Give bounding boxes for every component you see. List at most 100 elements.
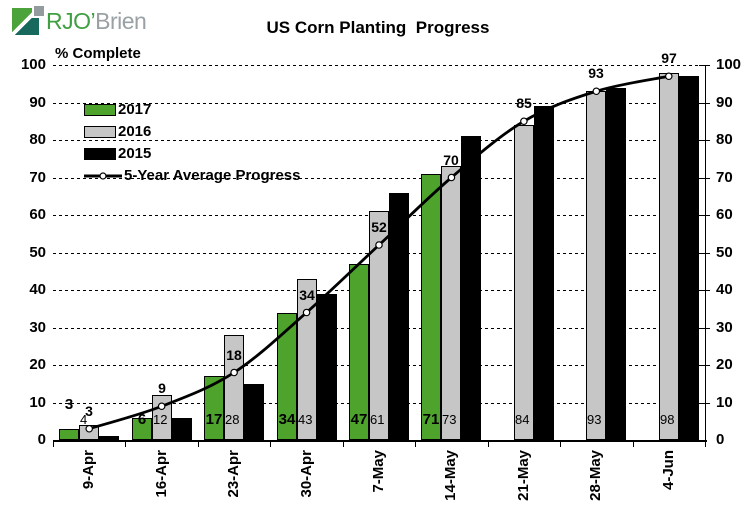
- legend-swatch-2016: [84, 126, 116, 138]
- bar-label-2016-28-May: 93: [587, 412, 602, 427]
- bar-2015-28-May: [606, 87, 626, 440]
- legend-label-2016: 2016: [118, 123, 152, 140]
- bar-label-2016-9-Apr: 4: [80, 412, 88, 427]
- y-axis-label-right-50: 50: [716, 243, 733, 261]
- avg-label-23-Apr: 18: [226, 347, 242, 363]
- y-axis-label-left-20: 20: [29, 356, 46, 373]
- right-axis-tick-40: [699, 290, 710, 291]
- bar-label-2017-23-Apr: 17: [205, 411, 223, 428]
- bar-label-2016-23-Apr: 28: [225, 412, 240, 427]
- y-axis-label-left-100: 100: [20, 56, 46, 73]
- x-axis-tick-0: [53, 440, 54, 447]
- legend-line-marker-icon: [84, 172, 122, 180]
- right-axis-tick-30: [699, 327, 710, 329]
- x-axis-label-30-Apr: 30-Apr: [297, 450, 315, 498]
- legend-item-2016: 2016: [84, 121, 301, 143]
- x-axis-label-7-May: 7-May: [370, 450, 387, 493]
- legend-item-5-Year Average Progress: 5-Year Average Progress: [84, 165, 301, 187]
- y-axis-label-left-50: 50: [29, 243, 46, 261]
- right-axis-tick-100: [699, 65, 710, 66]
- x-axis-line: [53, 440, 707, 442]
- bar-label-2017-9-Apr: 3: [64, 395, 74, 413]
- avg-line-marker-21-May: [520, 117, 528, 126]
- logo-text: RJO’Brien: [46, 8, 147, 35]
- bar-label-2016-7-May: 61: [370, 412, 385, 427]
- right-axis-tick-10: [699, 402, 710, 404]
- y-axis-label-left-30: 30: [29, 318, 46, 336]
- bar-2015-16-Apr: [172, 417, 192, 440]
- y-axis-label-left-60: 60: [29, 206, 46, 223]
- x-axis-tick-end: [705, 440, 706, 447]
- gridline-70: [53, 177, 705, 179]
- y-axis-label-left-80: 80: [29, 131, 46, 148]
- bar-2016-30-Apr: [297, 278, 317, 440]
- avg-line-marker-16-Apr: [157, 402, 166, 411]
- y-axis-label-left-10: 10: [29, 393, 46, 411]
- logo-text-brien: Brien: [95, 8, 147, 34]
- right-axis-tick-90: [699, 102, 710, 104]
- bar-2015-23-Apr: [244, 383, 264, 440]
- bar-2017-16-Apr: [132, 417, 152, 440]
- right-axis-tick-60: [699, 215, 710, 216]
- y-axis-label-right-100: 100: [716, 56, 742, 73]
- avg-label-21-May: 85: [516, 95, 532, 111]
- right-y-axis-line: [705, 65, 706, 442]
- bar-2016-7-May: [369, 211, 389, 440]
- x-axis-tick-2: [198, 440, 199, 447]
- right-axis-tick-20: [699, 365, 710, 366]
- logo-text-rjo: RJO’: [46, 8, 96, 34]
- bar-2015-9-Apr: [99, 436, 119, 440]
- avg-line-marker-30-Apr: [302, 308, 311, 317]
- y-axis-label-right-20: 20: [716, 356, 733, 373]
- y-axis-label-right-30: 30: [716, 318, 733, 336]
- x-axis-label-21-May: 21-May: [514, 450, 532, 501]
- bar-label-2017-7-May: 47: [350, 411, 368, 428]
- x-axis-label-9-Apr: 9-Apr: [80, 450, 98, 490]
- avg-label-14-May: 70: [443, 152, 459, 168]
- logo-gray-square: [32, 6, 44, 18]
- avg-label-9-Apr: 3: [85, 403, 93, 419]
- x-axis-label-23-Apr: 23-Apr: [225, 450, 243, 498]
- y-axis-label-right-80: 80: [716, 131, 733, 148]
- y-axis-label-right-0: 0: [716, 431, 725, 448]
- bar-2015-21-May: [534, 106, 554, 440]
- x-axis-tick-7: [560, 440, 561, 447]
- x-axis-tick-5: [415, 440, 416, 447]
- y-axis-label-left-70: 70: [29, 168, 46, 186]
- avg-line-layer: [85, 72, 673, 433]
- avg-label-28-May: 93: [588, 65, 604, 81]
- right-axis-tick-50: [699, 252, 710, 254]
- legend-label-2015: 2015: [118, 145, 152, 162]
- bar-2016-14-May: [441, 166, 461, 440]
- avg-line-marker-28-May: [592, 87, 601, 96]
- x-axis-label-16-Apr: 16-Apr: [152, 450, 170, 498]
- gridline-100: [53, 65, 705, 66]
- legend-item-2015: 2015: [84, 143, 301, 165]
- bar-2015-4-Jun: [679, 76, 699, 440]
- avg-line-marker-4-Jun: [664, 72, 673, 81]
- bar-2017-30-Apr: [277, 312, 297, 440]
- y-axis-label-right-60: 60: [716, 206, 733, 223]
- bar-2015-7-May: [389, 192, 409, 440]
- legend: 2017 2016 2015 5-Year Average Progress: [84, 99, 301, 187]
- avg-line-marker-9-Apr: [85, 424, 94, 433]
- x-axis-tick-3: [270, 440, 271, 447]
- y-axis-label-left-0: 0: [37, 431, 46, 448]
- legend-label-5-Year Average Progress: 5-Year Average Progress: [124, 167, 301, 184]
- bar-label-2016-21-May: 84: [515, 412, 530, 427]
- bar-2016-21-May: [514, 125, 534, 440]
- x-axis-label-4-Jun: 4-Jun: [659, 450, 677, 491]
- right-axis-tick-80: [699, 140, 710, 141]
- chart-title: US Corn Planting Progress: [266, 18, 490, 37]
- avg-line-marker-7-May: [375, 241, 383, 249]
- y-axis-label-right-90: 90: [716, 93, 733, 111]
- bar-2017-9-Apr: [59, 428, 79, 440]
- gridline-90: [53, 102, 705, 104]
- legend-swatch-2015: [84, 148, 116, 160]
- right-axis-tick-70: [699, 177, 710, 179]
- bar-2017-14-May: [421, 173, 441, 440]
- bar-2017-23-Apr: [204, 376, 224, 440]
- avg-line-marker-23-Apr: [230, 368, 238, 377]
- y-axis-title: % Complete: [55, 45, 141, 62]
